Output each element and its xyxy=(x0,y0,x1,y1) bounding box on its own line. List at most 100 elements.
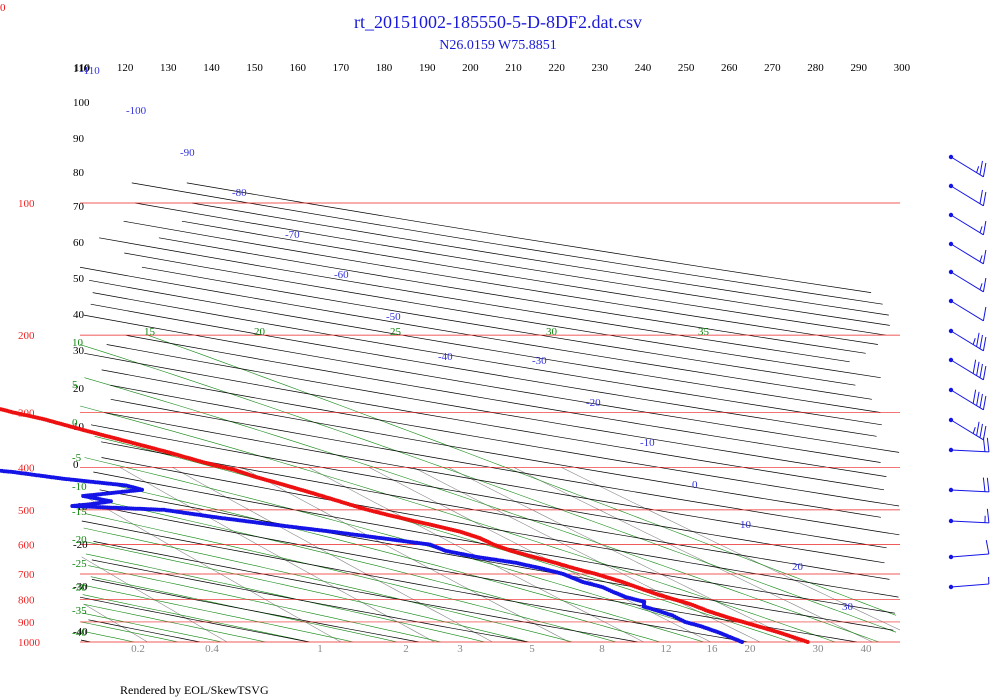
pressure-label: 500 xyxy=(18,505,35,517)
wind-barb-staff xyxy=(950,449,989,453)
moist-adiabat-left-label: 0 xyxy=(72,417,78,429)
wind-barb xyxy=(948,357,987,381)
dry-adiabat-line xyxy=(93,471,896,614)
moist-adiabat-line xyxy=(84,541,529,642)
temperature-axis-label: 140 xyxy=(203,62,220,74)
moist-adiabat-line xyxy=(80,621,179,642)
wind-barb-half-flag xyxy=(979,283,983,290)
isotherm-label: 20 xyxy=(792,561,804,573)
isotherm-label: 30 xyxy=(842,601,854,613)
wind-barb-staff xyxy=(950,359,984,381)
isotherm-label: -80 xyxy=(232,187,247,199)
mixing-ratio-label: 30 xyxy=(813,643,825,655)
wind-barb-flag xyxy=(976,421,980,436)
moist-adiabat-line xyxy=(80,584,354,642)
left-scale-label: 100 xyxy=(73,97,90,109)
isotherm-label: -30 xyxy=(532,355,547,367)
wind-barb-flag xyxy=(979,393,983,408)
dry-adiabat-line xyxy=(135,202,890,326)
wind-barb xyxy=(948,437,990,453)
wind-barb-flag xyxy=(976,332,980,347)
wind-barb-half-flag xyxy=(979,255,983,262)
temperature-axis-label: 110 xyxy=(74,62,91,74)
moist-adiabat-left-label: -40 xyxy=(72,627,87,639)
left-scale-label: 110 xyxy=(73,63,90,75)
dry-adiabat-line xyxy=(80,596,310,642)
wind-barb-staff xyxy=(950,389,984,411)
temperature-axis-label: 130 xyxy=(160,62,177,74)
wind-barb-staff xyxy=(950,489,989,493)
dry-adiabat-line xyxy=(158,237,866,354)
temperature-axis-label: 290 xyxy=(850,62,867,74)
pressure-label: 200 xyxy=(18,330,35,342)
dry-adiabat-line xyxy=(101,441,890,580)
wind-barb-flag xyxy=(982,336,987,351)
wind-barb xyxy=(948,269,987,293)
dry-adiabat-line xyxy=(124,252,881,379)
dewpoint-series xyxy=(0,468,744,644)
temperature-series xyxy=(0,407,810,644)
moist-adiabat-line xyxy=(85,513,617,642)
wind-barb-flag xyxy=(982,477,986,492)
dry-adiabat-line xyxy=(110,398,900,536)
moist-adiabat-label: 30 xyxy=(546,326,558,338)
moist-adiabat-label: 25 xyxy=(390,326,402,338)
mixing-ratio-label: 12 xyxy=(661,643,672,655)
wind-barb xyxy=(948,540,990,560)
left-scale-label: -40 xyxy=(73,626,88,638)
wind-barb xyxy=(948,508,990,524)
moist-adiabat-line xyxy=(82,612,222,642)
moist-adiabat-label: 35 xyxy=(698,326,710,338)
pressure-label: 600 xyxy=(18,540,35,552)
dry-adiabat-line xyxy=(80,266,872,400)
temperature-axis-label: 250 xyxy=(678,62,695,74)
temperature-series-point xyxy=(0,407,1,411)
dry-adiabat-line xyxy=(191,202,889,316)
temperature-axis-label: 190 xyxy=(419,62,436,74)
wind-barb-half-flag xyxy=(972,427,976,434)
wind-barb-flag xyxy=(982,162,987,177)
isotherm-label: -40 xyxy=(438,351,453,363)
temperature-axis-label: 120 xyxy=(117,62,134,74)
temperature-axis-label: 200 xyxy=(462,62,479,74)
temperature-axis-label: 270 xyxy=(764,62,781,74)
temperature-axis-label: 230 xyxy=(592,62,609,74)
pressure-label: 800 xyxy=(18,594,35,606)
pressure-label: 700 xyxy=(18,569,35,581)
wind-barb-flag xyxy=(982,395,987,410)
isotherm-label: -90 xyxy=(180,147,195,159)
moist-adiabat-left-label: -30 xyxy=(72,582,87,594)
moist-adiabat-line xyxy=(83,603,266,642)
moist-adiabat-line xyxy=(87,631,135,642)
wind-barb-flag xyxy=(982,191,987,206)
wind-barb-staff xyxy=(950,583,989,588)
wind-barb-flag xyxy=(976,391,980,406)
wind-barb-flag xyxy=(986,477,990,492)
dry-adiabat-line xyxy=(92,292,882,426)
moist-adiabat-line xyxy=(82,594,310,642)
dry-adiabat-line xyxy=(101,369,900,507)
dewpoint-series-point xyxy=(0,468,2,473)
wind-barb xyxy=(948,154,987,178)
dry-adiabat-line xyxy=(93,541,639,642)
wind-barb-half-flag xyxy=(979,226,983,233)
dry-adiabat-line xyxy=(89,279,881,413)
isotherm-label: -110 xyxy=(80,65,100,77)
mixing-ratio-line xyxy=(80,493,342,642)
temperature-axis-label: 300 xyxy=(894,62,911,74)
wind-barb-staff xyxy=(950,214,984,236)
mixing-ratio-line xyxy=(448,467,800,642)
moist-adiabat-line xyxy=(80,344,897,633)
wind-barb-flag xyxy=(979,334,983,349)
dry-adiabat-line xyxy=(81,520,748,642)
dry-adiabat-line xyxy=(90,303,877,437)
moist-adiabat-line xyxy=(85,553,485,642)
wind-barb-staff xyxy=(950,330,984,352)
mixing-ratio-label: 2 xyxy=(403,643,409,655)
dry-adiabat-line xyxy=(131,182,883,305)
mixing-ratio-label: 0.2 xyxy=(131,643,145,655)
wind-barb-flag xyxy=(982,365,987,380)
isotherm-label: -10 xyxy=(640,437,655,449)
moist-adiabat-label: 20 xyxy=(254,326,266,338)
mixing-ratio-label: 20 xyxy=(745,643,757,655)
